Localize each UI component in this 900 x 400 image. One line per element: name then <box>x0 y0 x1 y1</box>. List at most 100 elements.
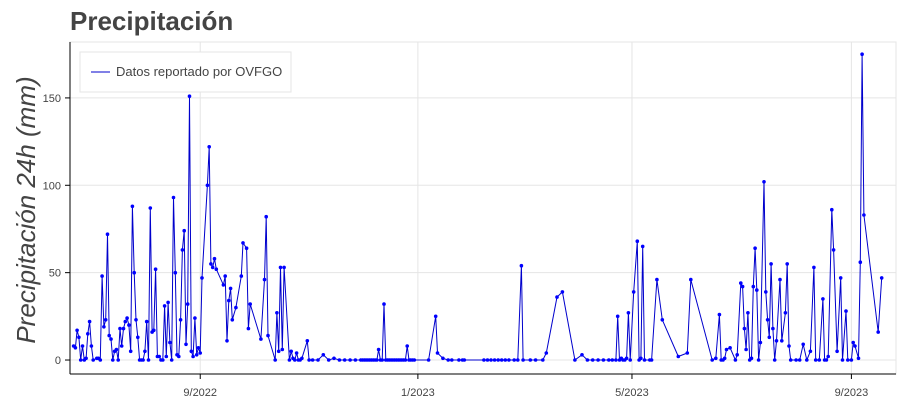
data-point <box>89 344 94 348</box>
data-point <box>555 295 559 299</box>
data-point <box>685 351 690 355</box>
data-point <box>375 358 379 362</box>
data-point <box>266 333 270 338</box>
data-point <box>607 358 611 362</box>
data-point <box>342 358 347 362</box>
data-point <box>185 302 190 306</box>
data-point <box>735 353 739 357</box>
data-point <box>503 358 508 362</box>
data-point <box>212 256 217 261</box>
data-point <box>749 356 754 361</box>
data-point <box>337 358 342 362</box>
data-point <box>462 358 467 362</box>
data-point <box>77 335 81 340</box>
data-point <box>153 267 158 272</box>
data-point <box>615 314 620 319</box>
data-point <box>348 358 352 362</box>
data-point <box>722 356 727 361</box>
data-point <box>100 274 104 278</box>
data-point <box>496 358 501 362</box>
data-point <box>121 326 126 331</box>
data-point <box>851 340 855 345</box>
data-point <box>635 239 640 243</box>
data-point <box>601 358 606 362</box>
data-point <box>187 94 192 98</box>
data-point <box>853 344 857 348</box>
data-point <box>326 358 331 362</box>
data-point <box>717 312 722 317</box>
data-point <box>831 248 836 252</box>
data-point <box>756 358 761 362</box>
data-point <box>660 318 665 322</box>
data-point <box>209 262 213 266</box>
data-point <box>840 358 845 362</box>
data-point <box>724 347 729 352</box>
data-point <box>624 356 629 361</box>
data-point <box>403 358 408 362</box>
data-point <box>783 311 788 315</box>
data-point <box>123 319 128 324</box>
data-point <box>544 351 549 355</box>
data-point <box>207 145 211 149</box>
data-point <box>248 302 252 306</box>
data-point <box>157 354 161 359</box>
data-point <box>316 358 320 362</box>
data-point <box>152 328 156 333</box>
data-point <box>164 354 169 359</box>
data-point <box>107 333 111 338</box>
data-point <box>797 358 802 362</box>
data-point <box>794 358 798 362</box>
data-point <box>275 311 279 315</box>
data-point <box>640 244 645 249</box>
data-point <box>180 248 185 252</box>
data-point <box>753 246 757 250</box>
data-point <box>273 358 278 362</box>
data-point <box>610 358 615 362</box>
data-point <box>307 358 311 362</box>
series-line <box>73 53 883 361</box>
data-point <box>128 349 133 354</box>
data-point <box>228 286 233 291</box>
x-axis-ticks: 9/2022 1/2023 5/2023 9/2023 <box>183 374 868 399</box>
data-point <box>141 358 145 362</box>
data-point <box>200 276 204 280</box>
data-point <box>528 358 533 362</box>
data-point <box>573 358 577 362</box>
data-point <box>426 358 431 362</box>
data-point <box>655 277 659 282</box>
data-point <box>105 232 110 236</box>
legend: Datos reportado por OVFGO <box>79 51 292 93</box>
data-point <box>244 246 249 250</box>
data-point <box>161 358 165 362</box>
data-point <box>507 358 511 362</box>
data-point <box>262 277 267 282</box>
data-point <box>764 290 768 294</box>
data-point <box>214 267 219 272</box>
data-point <box>223 274 227 278</box>
data-point <box>858 260 863 265</box>
data-point <box>830 207 834 212</box>
data-point <box>631 290 636 294</box>
data-point <box>744 347 748 352</box>
x-tick-label: 1/2023 <box>401 387 435 399</box>
data-point <box>765 318 770 322</box>
data-point <box>441 356 445 361</box>
data-point <box>751 284 756 289</box>
data-point <box>132 270 136 275</box>
data-point <box>332 356 336 361</box>
data-point <box>844 309 848 313</box>
data-point <box>191 354 195 359</box>
data-point <box>626 311 631 315</box>
data-point <box>450 358 454 362</box>
y-tick-label: 50 <box>49 268 61 280</box>
data-point <box>485 358 490 362</box>
data-point <box>293 358 297 362</box>
data-point <box>879 276 884 280</box>
y-tick-label: 150 <box>43 93 61 105</box>
data-point <box>103 318 108 322</box>
y-tick-label: 0 <box>55 355 61 367</box>
data-point <box>817 358 822 362</box>
data-point <box>787 344 791 348</box>
data-point <box>130 204 135 209</box>
data-point <box>785 262 789 266</box>
